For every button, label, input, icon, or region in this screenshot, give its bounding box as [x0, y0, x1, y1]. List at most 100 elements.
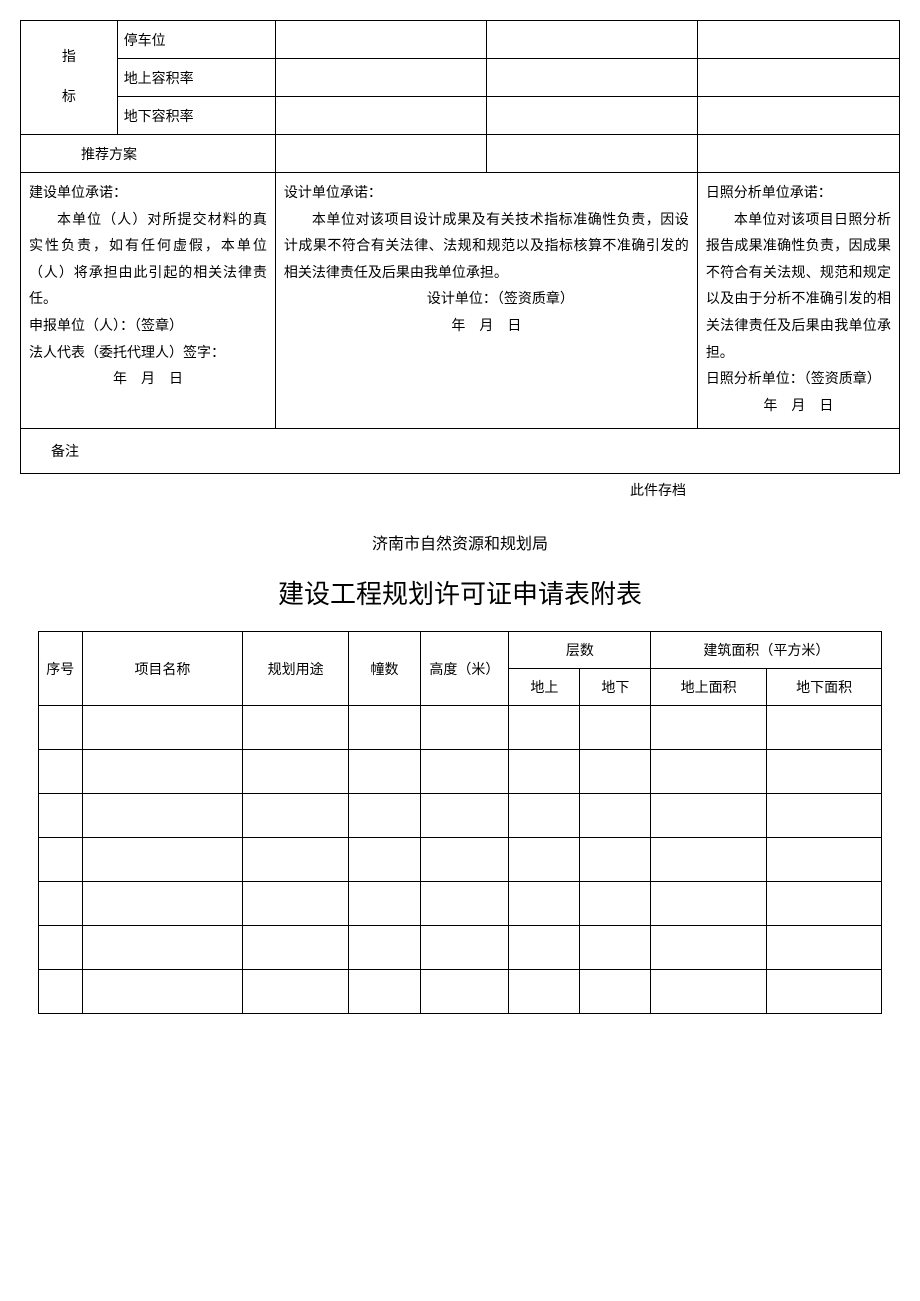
table-cell	[420, 750, 509, 794]
table-cell	[509, 970, 580, 1014]
table-cell	[766, 750, 882, 794]
table-cell	[38, 970, 82, 1014]
table-cell	[509, 838, 580, 882]
table-row	[38, 882, 882, 926]
row-belowfar-v3	[697, 97, 899, 135]
table-cell	[242, 750, 349, 794]
table-cell	[651, 750, 766, 794]
table-cell	[38, 882, 82, 926]
recommend-v2	[486, 135, 697, 173]
th-floors-below: 地下	[580, 669, 651, 706]
table-cell	[83, 970, 243, 1014]
commit1-title: 建设单位承诺：	[29, 181, 267, 208]
table-cell	[509, 926, 580, 970]
table-cell	[83, 926, 243, 970]
table-cell	[766, 838, 882, 882]
table-cell	[38, 926, 82, 970]
table-cell	[651, 706, 766, 750]
row-abovefar-v1	[275, 59, 486, 97]
table-cell	[580, 838, 651, 882]
th-name: 项目名称	[83, 632, 243, 706]
row-belowfar-v2	[486, 97, 697, 135]
table-cell	[349, 882, 420, 926]
commit-construction: 建设单位承诺： 本单位（人）对所提交材料的真实性负责，如有任何虚假，本单位（人）…	[21, 173, 276, 429]
table-cell	[580, 926, 651, 970]
table-cell	[509, 750, 580, 794]
table-cell	[242, 838, 349, 882]
table-cell	[38, 750, 82, 794]
table-cell	[242, 794, 349, 838]
table-cell	[349, 794, 420, 838]
table-cell	[651, 970, 766, 1014]
table-cell	[349, 926, 420, 970]
table-row	[38, 794, 882, 838]
table-cell	[242, 882, 349, 926]
table-cell	[509, 794, 580, 838]
table-row	[38, 838, 882, 882]
table-cell	[349, 750, 420, 794]
table-cell	[651, 926, 766, 970]
th-seq: 序号	[38, 632, 82, 706]
commit2-date: 年 月 日	[284, 314, 689, 341]
table-cell	[651, 838, 766, 882]
indicator-table: 指 标 停车位 地上容积率 地下容积率 推荐方案 建设单位承诺： 本单位（人）对…	[20, 20, 900, 474]
table-cell	[766, 794, 882, 838]
table-cell	[651, 794, 766, 838]
recommend-v3	[697, 135, 899, 173]
row-parking-v3	[697, 21, 899, 59]
table-cell	[420, 794, 509, 838]
commit2-body: 本单位对该项目设计成果及有关技术指标准确性负责，因设计成果不符合有关法律、法规和…	[284, 208, 689, 288]
archive-note: 此件存档	[20, 480, 900, 500]
table-cell	[38, 838, 82, 882]
commit-sunlight: 日照分析单位承诺： 本单位对该项目日照分析报告成果准确性负责，因成果不符合有关法…	[697, 173, 899, 429]
table-row	[38, 926, 882, 970]
remark-cell: 备注	[21, 429, 900, 474]
commit2-title: 设计单位承诺：	[284, 181, 689, 208]
table-row	[38, 750, 882, 794]
th-area-above: 地上面积	[651, 669, 766, 706]
commit2-sig: 设计单位：（签资质章）	[284, 287, 689, 314]
table-cell	[766, 706, 882, 750]
commit1-sig2: 法人代表（委托代理人）签字：	[29, 341, 267, 368]
attachment-table: 序号 项目名称 规划用途 幢数 高度（米） 层数 建筑面积（平方米） 地上 地下…	[38, 631, 883, 1014]
row-abovefar-v3	[697, 59, 899, 97]
commit3-body: 本单位对该项目日照分析报告成果准确性负责，因成果不符合有关法规、规范和规定以及由…	[706, 208, 891, 368]
commit3-date: 年 月 日	[706, 394, 891, 421]
row-parking-label: 停车位	[117, 21, 275, 59]
recommend-v1	[275, 135, 486, 173]
th-use: 规划用途	[242, 632, 349, 706]
commit1-date: 年 月 日	[29, 367, 267, 394]
table-cell	[83, 882, 243, 926]
table-cell	[580, 794, 651, 838]
recommend-label: 推荐方案	[21, 135, 276, 173]
commit1-sig1: 申报单位（人）：（签章）	[29, 314, 267, 341]
table-cell	[509, 882, 580, 926]
table-cell	[38, 706, 82, 750]
department-name: 济南市自然资源和规划局	[20, 530, 900, 554]
table-cell	[509, 706, 580, 750]
attachment-title: 建设工程规划许可证申请表附表	[20, 574, 900, 611]
th-area: 建筑面积（平方米）	[651, 632, 882, 669]
side-label: 指 标	[21, 21, 118, 135]
th-height: 高度（米）	[420, 632, 509, 706]
table-cell	[651, 882, 766, 926]
commit3-sig: 日照分析单位：（签资质章）	[706, 367, 891, 394]
table-cell	[242, 970, 349, 1014]
row-belowfar-label: 地下容积率	[117, 97, 275, 135]
table-cell	[580, 750, 651, 794]
th-area-below: 地下面积	[766, 669, 882, 706]
table-cell	[242, 926, 349, 970]
table-cell	[83, 838, 243, 882]
table-cell	[38, 794, 82, 838]
side-label-2: 标	[25, 78, 113, 117]
row-parking-v1	[275, 21, 486, 59]
table-cell	[349, 838, 420, 882]
table-cell	[766, 882, 882, 926]
row-abovefar-label: 地上容积率	[117, 59, 275, 97]
table-cell	[420, 838, 509, 882]
th-floors: 层数	[509, 632, 651, 669]
table-cell	[349, 970, 420, 1014]
th-floors-above: 地上	[509, 669, 580, 706]
table-cell	[766, 970, 882, 1014]
table-cell	[420, 970, 509, 1014]
